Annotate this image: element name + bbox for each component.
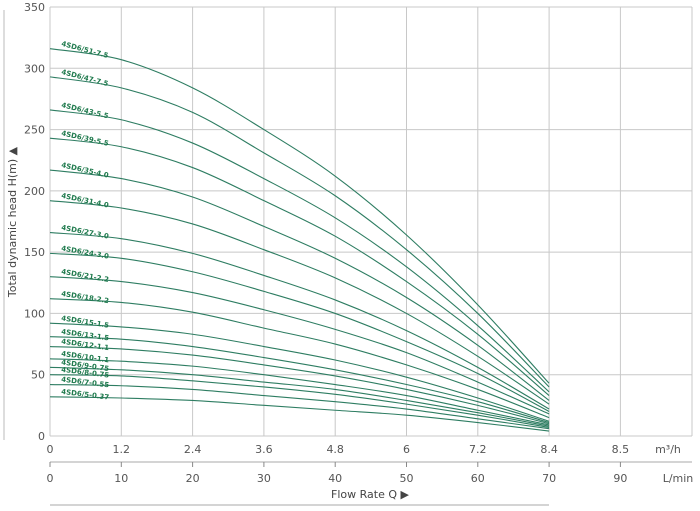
x-tick-label-secondary: 10: [114, 472, 128, 485]
x-tick-label-primary: 8.4: [540, 443, 558, 456]
curve-label: 4SD6/51-7.5: [60, 40, 109, 60]
y-tick-label: 0: [38, 430, 45, 443]
curve-label: 4SD6/5-0.37: [61, 388, 110, 402]
y-axis-label: Total dynamic head H(m) ▲: [6, 146, 19, 298]
curve-label: 4SD6/18-2.2: [61, 290, 110, 305]
curve-4SD6/15-1.5: [49, 322, 550, 422]
curve-4SD6/7-0.55: [49, 383, 550, 430]
x-tick-label-secondary: 70: [542, 472, 556, 485]
x-tick-label-primary: 1.2: [113, 443, 131, 456]
x-tick-label-secondary: 60: [471, 472, 485, 485]
curve-label: 4SD6/35-4.0: [61, 161, 110, 180]
x-tick-label-secondary: 50: [400, 472, 414, 485]
curve-4SD6/39-5.5: [49, 137, 550, 396]
x-unit-secondary: L/min: [663, 472, 694, 485]
curve-label: 4SD6/39-5.5: [61, 129, 110, 148]
y-tick-label: 250: [24, 124, 45, 137]
y-tick-label: 350: [24, 1, 45, 14]
curve-label: 4SD6/43-5.5: [61, 101, 110, 120]
curve-4SD6/12-1.1: [49, 345, 550, 425]
x-tick-label-primary: 7.2: [469, 443, 487, 456]
x-tick-label-primary: 0: [47, 443, 54, 456]
curve-4SD6/51-7.5: [49, 48, 550, 384]
y-tick-label: 100: [24, 307, 45, 320]
curve-label: 4SD6/15-1.5: [61, 314, 110, 329]
x-tick-label-primary: 8.5: [612, 443, 630, 456]
x-tick-label-primary: 2.4: [184, 443, 202, 456]
x-tick-label-primary: 4.8: [326, 443, 344, 456]
y-tick-label: 50: [31, 369, 45, 382]
x-tick-label-secondary: 0: [47, 472, 54, 485]
curve-label: 4SD6/24-3.0: [61, 244, 110, 260]
curve-4SD6/13-1.5: [49, 336, 550, 424]
x-axis-label: Flow Rate Q ▶: [331, 488, 409, 501]
curve-4SD6/9-0.75: [49, 366, 550, 427]
y-tick-label: 300: [24, 62, 45, 75]
y-tick-label: 200: [24, 185, 45, 198]
curve-4SD6/24-3.0: [49, 252, 550, 412]
curve-label: 4SD6/31-4.0: [61, 192, 110, 210]
x-tick-label-primary: 6: [403, 443, 410, 456]
x-tick-label-secondary: 40: [328, 472, 342, 485]
curve-4SD6/10-1.1: [49, 358, 550, 426]
curve-4SD6/27-3.0: [49, 231, 550, 410]
curve-label: 4SD6/21-2.2: [61, 268, 110, 284]
curve-label: 4SD6/47-7.5: [60, 68, 109, 88]
curve-4SD6/5-0.37: [49, 396, 550, 432]
x-tick-label-secondary: 30: [257, 472, 271, 485]
x-unit-primary: m³/h: [655, 443, 681, 456]
curve-4SD6/43-5.5: [49, 109, 550, 393]
x-tick-label-secondary: 20: [186, 472, 200, 485]
curve-label: 4SD6/27-3.0: [61, 224, 110, 241]
grid: [3, 6, 693, 506]
curve-4SD6/21-2.2: [49, 276, 550, 415]
x-tick-label-secondary: 90: [613, 472, 627, 485]
curve-4SD6/35-4.0: [49, 169, 550, 401]
curve-4SD6/8-0.75: [49, 374, 550, 428]
y-tick-label: 150: [24, 246, 45, 259]
curves: [49, 48, 550, 432]
curve-4SD6/31-4.0: [49, 200, 550, 405]
curve-4SD6/47-7.5: [49, 76, 550, 388]
curve-4SD6/18-2.2: [49, 298, 550, 419]
x-tick-label-primary: 3.6: [255, 443, 273, 456]
